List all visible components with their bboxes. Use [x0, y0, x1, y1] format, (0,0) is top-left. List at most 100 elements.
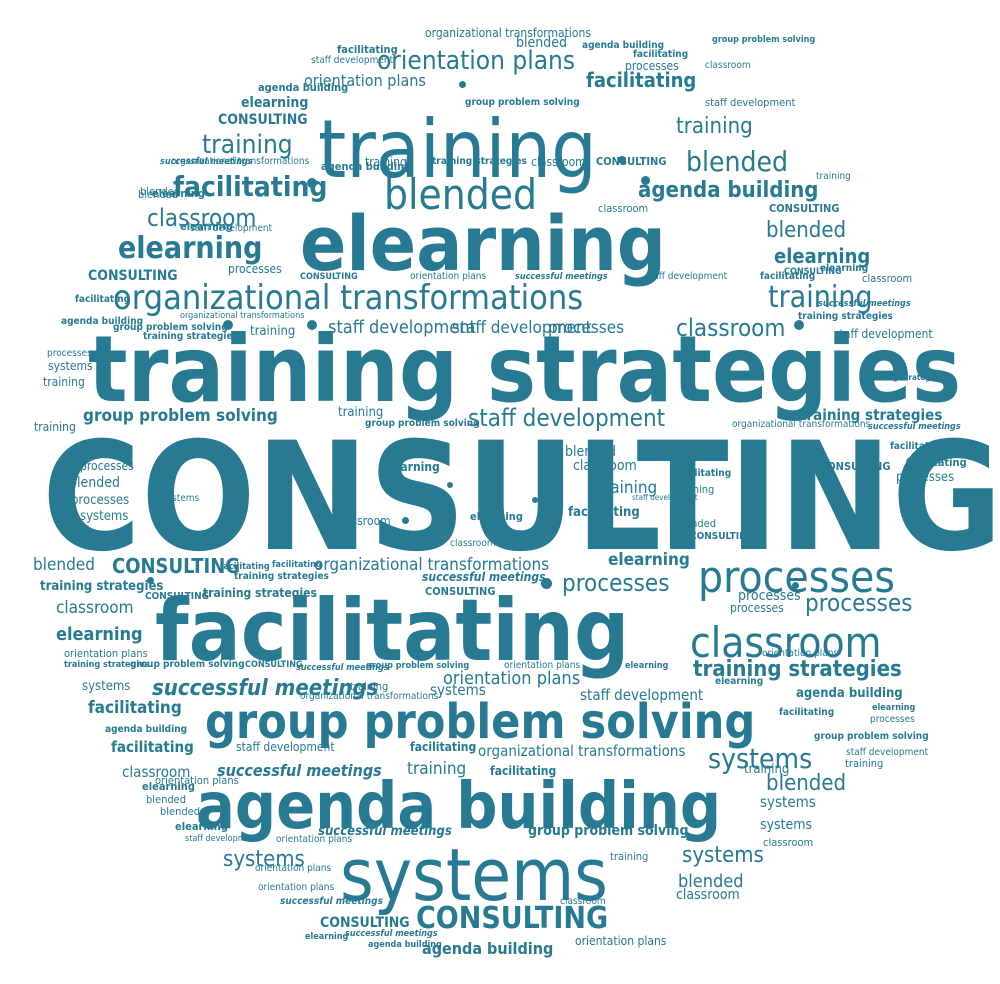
cloud-word: training: [676, 483, 715, 496]
cloud-word: group problem solving: [205, 694, 756, 750]
cloud-word: elearning: [470, 510, 523, 523]
cloud-word: elearning: [820, 263, 869, 274]
cloud-word: elearning: [175, 820, 228, 833]
cloud-dot: [791, 581, 799, 589]
cloud-word: elearning: [608, 550, 690, 570]
cloud-word: successful meetings: [296, 663, 389, 673]
cloud-word: training: [365, 155, 407, 169]
cloud-word: systems: [340, 833, 608, 917]
cloud-word: CONSULTING: [245, 660, 303, 670]
cloud-word: group problem solving: [130, 659, 245, 670]
cloud-word: agenda building: [105, 724, 188, 735]
cloud-word: facilitating: [568, 505, 640, 520]
cloud-word: group problem solving: [465, 97, 580, 108]
cloud-word: orientation plans: [504, 660, 581, 671]
cloud-word: processes: [870, 714, 915, 725]
cloud-dot: [307, 178, 317, 188]
cloud-word: facilitating: [490, 764, 557, 778]
cloud-word: group problem solving: [366, 661, 470, 671]
cloud-word: processes: [562, 569, 670, 597]
cloud-word: blended: [516, 35, 567, 51]
cloud-word: organizational transformations: [478, 742, 686, 760]
cloud-word: processes: [698, 552, 896, 603]
cloud-word: facilitating: [633, 49, 689, 60]
cloud-word: group problem solving: [365, 418, 480, 429]
cloud-word: facilitating: [155, 581, 630, 681]
cloud-word: staff development: [846, 747, 929, 758]
cloud-word: training: [816, 171, 851, 182]
cloud-word: CONSULTING: [416, 901, 609, 936]
cloud-word: agenda building: [196, 770, 722, 844]
cloud-word: orientation plans: [443, 668, 581, 689]
cloud-word: elearning: [56, 624, 143, 645]
cloud-word: staff development: [632, 493, 698, 502]
cloud-dot: [307, 320, 317, 330]
cloud-word: CONSULTING: [820, 460, 891, 473]
cloud-word: group problem solving: [113, 322, 228, 333]
cloud-word: elearning: [118, 231, 263, 266]
cloud-word: staff development: [580, 686, 704, 704]
cloud-word: successful meetings: [422, 570, 546, 584]
cloud-word: staff development: [328, 317, 476, 338]
cloud-word: training strategies: [800, 406, 943, 424]
cloud-word: staff development: [834, 327, 933, 341]
cloud-dot: [618, 156, 626, 164]
cloud-word: processes: [738, 588, 801, 604]
cloud-word: systems: [760, 793, 816, 811]
cloud-word: elearning: [241, 95, 309, 111]
cloud-word: elearning: [305, 932, 349, 942]
cloud-word: staff development: [236, 740, 335, 754]
cloud-word: blended: [676, 517, 717, 530]
cloud-word: agenda building: [796, 686, 903, 701]
cloud-word: agenda building: [422, 939, 554, 958]
cloud-word: CONSULTING: [218, 112, 308, 128]
cloud-word: orientation plans: [304, 71, 426, 90]
cloud-word: group problem solving: [528, 823, 689, 839]
cloud-word: training strategies: [143, 331, 238, 342]
cloud-word: organizational transformations: [425, 26, 591, 40]
cloud-word: elearning: [872, 703, 916, 713]
cloud-word: blended: [140, 185, 181, 198]
cloud-dot: [617, 542, 623, 548]
cloud-word: orientation plans: [258, 882, 335, 893]
cloud-word: elearning: [142, 780, 195, 793]
cloud-word: elearning: [300, 199, 666, 288]
cloud-word: CONSULTING: [112, 554, 241, 578]
cloud-word: staff development: [452, 318, 592, 338]
cloud-word: processes: [896, 470, 955, 485]
cloud-word: CONSULTING: [42, 411, 1000, 585]
cloud-word: facilitating: [173, 170, 328, 203]
cloud-word: training strategies: [203, 586, 317, 600]
cloud-word: CONSULTING: [425, 585, 496, 598]
cloud-word: successful meetings: [868, 422, 961, 432]
cloud-word: blended: [146, 793, 187, 806]
cloud-word: training: [318, 103, 597, 196]
cloud-word: training: [350, 680, 389, 693]
cloud-word: blended: [565, 444, 616, 460]
cloud-word: group problem solving: [83, 406, 278, 426]
cloud-word: training strategies: [88, 316, 962, 423]
cloud-word: agenda building: [638, 178, 819, 203]
cloud-word: orientation plans: [255, 863, 332, 874]
cloud-word: successful meetings: [345, 929, 438, 939]
cloud-word: orientation plans: [155, 774, 239, 787]
cloud-word: CONSULTING: [300, 272, 358, 282]
cloud-word: facilitating: [586, 68, 697, 92]
cloud-word: classroom: [763, 836, 814, 849]
cloud-dot: [458, 80, 466, 88]
cloud-word: successful meetings: [160, 157, 253, 167]
cloud-word: processes: [47, 348, 92, 359]
cloud-word: systems: [48, 359, 93, 373]
cloud-word: training: [250, 324, 296, 339]
cloud-word: training: [43, 375, 85, 389]
cloud-word: blended: [766, 218, 847, 243]
cloud-word: systems: [80, 509, 129, 524]
cloud-word: training strategies: [234, 571, 329, 582]
cloud-word: CONSULTING: [596, 155, 667, 168]
cloud-word: systems: [223, 847, 305, 872]
cloud-word: staff development: [468, 404, 666, 432]
cloud-word: CONSULTING: [784, 267, 842, 277]
cloud-word: systems: [682, 843, 764, 868]
cloud-dot: [447, 482, 453, 488]
cloud-word: agenda building: [368, 940, 442, 950]
